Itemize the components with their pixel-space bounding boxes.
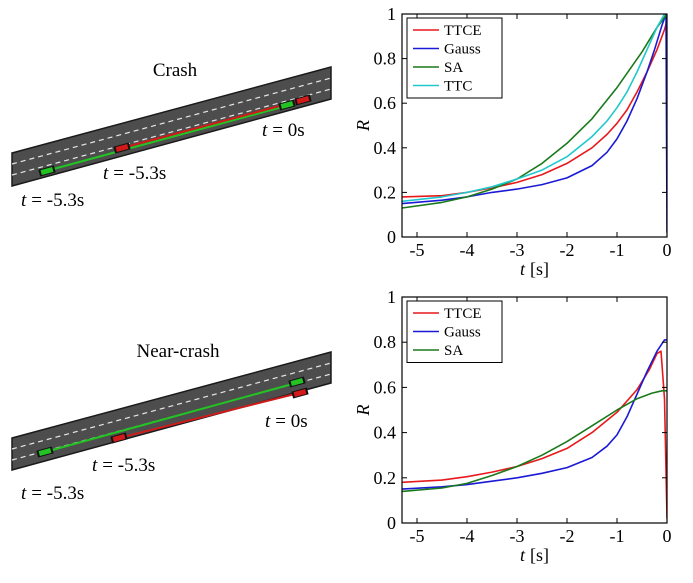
crash-risk-chart: -5 -4 -3 -2 -1 0 0 0.2 0.4 0.6 0.8 1 t [s] R TTCE Gauss S… [353, 4, 672, 279]
near-crash-red-trajectory [118, 392, 300, 439]
plot-frame [401, 13, 668, 238]
legend-label-gauss: Gauss [444, 325, 481, 341]
near-crash-scene: Near-crash t = 0s t = -5.3s t = -5.3s [11, 341, 332, 504]
legend-label-sa: SA [444, 60, 463, 76]
x-tick-label: -2 [560, 240, 575, 260]
crash-lane-marking-lower [11, 88, 332, 176]
y-tick-label: 0.4 [374, 423, 397, 443]
x-axis-label-variable: t [520, 259, 526, 279]
series-line-ttce [402, 350, 667, 519]
x-axis-label-variable: t [520, 545, 526, 565]
legend-label-ttce: TTCE [444, 23, 482, 39]
y-tick-label: 0 [387, 513, 396, 533]
legend-box [406, 17, 503, 99]
x-tick-label: -1 [610, 526, 625, 546]
x-tick-label: 0 [663, 526, 672, 546]
near-crash-label-end: t = 0s [265, 411, 308, 432]
near-crash-label-green-start: t = -5.3s [21, 483, 84, 504]
near-crash-green-car-end [288, 376, 306, 388]
series-line-sa [402, 14, 667, 209]
crash-red-car-end [294, 94, 312, 106]
x-tick-label: 0 [663, 240, 672, 260]
y-tick-label: 1 [387, 4, 396, 24]
crash-scene-title: Crash [153, 60, 198, 81]
near-crash-lane-marking-upper [11, 362, 332, 450]
y-tick-label: 0.8 [374, 49, 397, 69]
crash-green-car-start [38, 165, 56, 177]
y-tick-label: 0 [387, 227, 396, 247]
y-tick-label: 0.2 [374, 468, 397, 488]
near-crash-green-car-start [36, 446, 54, 458]
crash-label-green-start: t = -5.3s [21, 190, 84, 211]
crash-scene: Crash t = 0s t = -5.3s t = -5.3s [11, 60, 332, 211]
near-crash-label-red-start: t = -5.3s [92, 455, 155, 476]
y-tick-label: 0.6 [374, 93, 397, 113]
x-tick-label: -1 [610, 240, 625, 260]
near-crash-green-trajectory [44, 382, 297, 453]
y-tick-label: 0.4 [374, 138, 397, 158]
x-axis-label: t [s] [520, 259, 549, 279]
series-line-ttc [402, 14, 666, 203]
x-tick-label: -3 [510, 240, 525, 260]
x-tick-label: -5 [410, 526, 425, 546]
plot-area [402, 339, 667, 519]
series-line-gauss [402, 14, 667, 233]
near-crash-red-car-start [110, 432, 128, 444]
plot-area [402, 14, 667, 233]
plot-frame [401, 296, 668, 524]
x-axis-label-unit: [s] [530, 545, 549, 565]
x-axis-label: t [s] [520, 545, 549, 565]
x-tick-label: -5 [410, 240, 425, 260]
legend-label-ttc: TTC [444, 79, 472, 95]
y-tick-label: 0.2 [374, 182, 397, 202]
crash-lane-marking-upper [11, 77, 332, 165]
legend-label-ttce: TTCE [444, 306, 482, 322]
near-crash-red-car-end [291, 387, 309, 399]
crash-red-car-start [113, 142, 131, 154]
legend-label-gauss: Gauss [444, 42, 481, 58]
near-crash-scene-title: Near-crash [137, 341, 220, 362]
y-axis-label: R [353, 120, 373, 132]
crash-label-red-start: t = -5.3s [103, 163, 166, 184]
crash-green-car-end [278, 99, 296, 111]
series-line-sa [402, 390, 667, 493]
x-tick-label: -4 [460, 526, 475, 546]
x-tick-label: -2 [560, 526, 575, 546]
legend-label-sa: SA [444, 343, 463, 359]
x-tick-label: -3 [510, 526, 525, 546]
crash-label-end: t = 0s [262, 120, 305, 141]
crash-red-trajectory [121, 99, 303, 149]
near-crash-risk-chart: -5 -4 -3 -2 -1 0 0 0.2 0.4 0.6 0.8 1 t [s] R TTCE Gauss S… [353, 287, 672, 565]
y-tick-label: 0.6 [374, 377, 397, 397]
x-tick-label: -4 [460, 240, 475, 260]
crash-green-trajectory [45, 105, 287, 172]
near-crash-road [11, 351, 332, 471]
y-axis-label: R [353, 405, 373, 417]
series-line-gauss [402, 339, 667, 490]
y-tick-label: 1 [387, 287, 396, 307]
y-tick-label: 0.8 [374, 332, 397, 352]
x-axis-label-unit: [s] [530, 259, 549, 279]
